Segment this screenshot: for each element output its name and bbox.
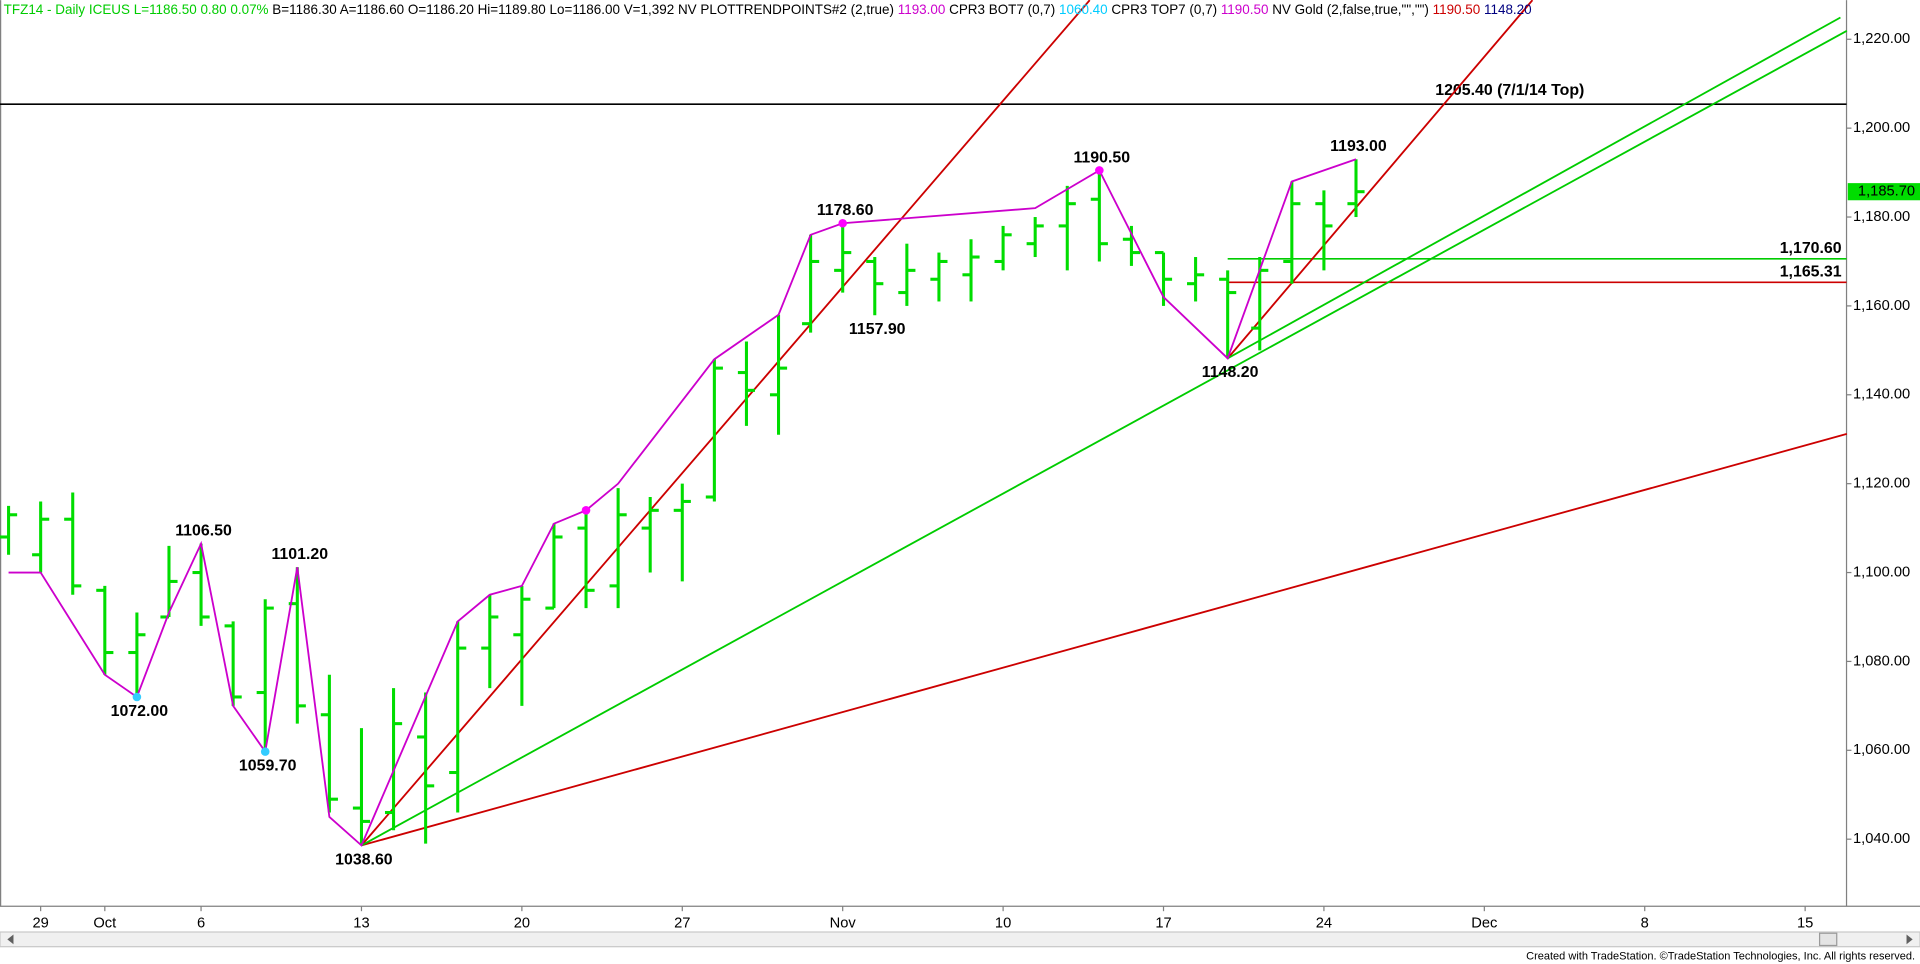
y-tick-label: 1,140.00 <box>1853 387 1910 403</box>
header-segment: NV Gold (2,false,true,"","") <box>1268 2 1432 17</box>
y-tick-label: 1,100.00 <box>1853 564 1910 580</box>
header-segment: 1148.20 <box>1484 2 1532 17</box>
x-tick-label: 13 <box>353 915 369 931</box>
pivot-marker <box>581 506 591 515</box>
x-tick-label: Dec <box>1471 915 1497 931</box>
x-tick-label: 27 <box>674 915 690 931</box>
trendline <box>1227 16 1841 360</box>
scroll-left[interactable] <box>7 934 14 945</box>
x-tick-label: 29 <box>32 915 48 931</box>
pivot-marker <box>260 747 270 756</box>
trendline <box>361 30 1848 847</box>
header-segment: TFZ14 - Daily ICEUS L=1186.50 0.80 0.07% <box>4 2 269 17</box>
x-tick-label: 6 <box>197 915 205 931</box>
pivot-marker <box>1095 166 1104 175</box>
pivot-label: 1148.20 <box>1202 364 1259 381</box>
header-segment: 1060.40 <box>1059 2 1108 17</box>
y-tick-label: 1,160.00 <box>1853 298 1910 314</box>
y-tick-label: 1,220.00 <box>1853 31 1910 47</box>
zigzag-line <box>8 158 1357 847</box>
pivot-label: 1190.50 <box>1073 149 1130 166</box>
x-tick-label: 15 <box>1797 915 1813 931</box>
chart-header: TFZ14 - Daily ICEUS L=1186.50 0.80 0.07%… <box>4 2 1532 17</box>
last-price-box <box>1847 183 1920 201</box>
header-segment: 1190.50 <box>1221 2 1269 17</box>
x-tick-label: Nov <box>830 915 857 931</box>
pivot-label: 1059.70 <box>239 758 297 775</box>
header-segment: B=1186.30 A=1186.60 O=1186.20 Hi=1189.80… <box>269 2 898 17</box>
y-tick-label: 1,060.00 <box>1853 742 1910 758</box>
level-label: 1,170.60 <box>1780 240 1842 257</box>
y-tick-label: 1,040.00 <box>1853 831 1910 847</box>
pivot-label: 1072.00 <box>111 703 169 720</box>
pivot-label: 1106.50 <box>175 523 232 540</box>
x-tick-label: 17 <box>1155 915 1171 931</box>
x-tick-label: Oct <box>93 915 116 931</box>
x-tick-label: 10 <box>995 915 1011 931</box>
y-tick-label: 1,200.00 <box>1853 120 1910 136</box>
scroll-right[interactable] <box>1906 934 1913 945</box>
level-label: 1205.40 (7/1/14 Top) <box>1435 82 1584 99</box>
trendline <box>360 0 1091 847</box>
y-tick-label: 1,180.00 <box>1853 209 1910 225</box>
x-tick-label: 20 <box>514 915 530 931</box>
header-segment: CPR3 BOT7 (0,7) <box>945 2 1059 17</box>
last-price-label: 1,185.70 <box>1858 184 1915 200</box>
header-segment: 1193.00 <box>898 2 946 17</box>
footer: Created with TradeStation. ©TradeStation… <box>1526 950 1915 962</box>
header-segment: CPR3 TOP7 (0,7) <box>1108 2 1221 17</box>
scrollbar[interactable] <box>0 931 1920 948</box>
pivot-marker <box>838 218 847 228</box>
header-segment: 1190.50 <box>1433 2 1481 17</box>
pivot-label: 1178.60 <box>817 202 874 219</box>
level-label: 1,165.31 <box>1780 264 1842 281</box>
trendline <box>361 433 1848 847</box>
x-tick-label: 24 <box>1316 915 1332 931</box>
x-tick-label: 8 <box>1641 915 1649 931</box>
pivot-label: 1157.90 <box>849 321 906 338</box>
trendline <box>1226 0 1534 359</box>
pivot-label: 1193.00 <box>1330 138 1387 155</box>
y-tick-label: 1,080.00 <box>1853 653 1910 669</box>
pivot-label: 1101.20 <box>271 546 328 563</box>
y-tick-label: 1,120.00 <box>1853 476 1910 492</box>
scroll-thumb[interactable] <box>1818 932 1838 947</box>
pivot-label: 1038.60 <box>335 851 393 868</box>
pivot-marker <box>132 692 142 702</box>
plot: 1205.40 (7/1/14 Top) 1,170.60 1,165.31 1072… <box>0 0 1852 912</box>
